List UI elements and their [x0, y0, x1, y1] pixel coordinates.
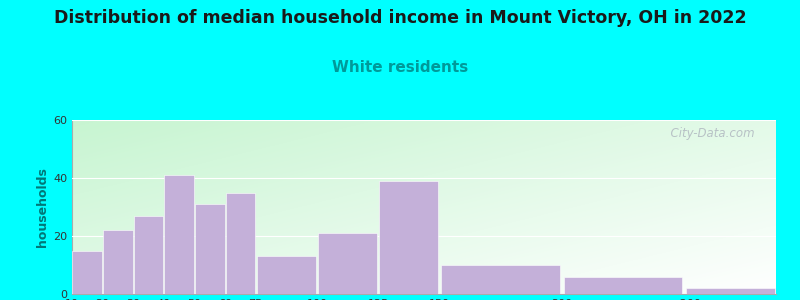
Y-axis label: households: households [36, 167, 49, 247]
Bar [134, 216, 163, 294]
Bar [164, 175, 194, 294]
Bar [318, 233, 377, 294]
Bar [73, 250, 102, 294]
Text: White residents: White residents [332, 60, 468, 75]
Bar [563, 277, 682, 294]
Bar [195, 204, 225, 294]
Bar [103, 230, 133, 294]
Bar [379, 181, 438, 294]
Bar [441, 265, 560, 294]
Bar [686, 288, 774, 294]
Bar [226, 193, 255, 294]
Text: Distribution of median household income in Mount Victory, OH in 2022: Distribution of median household income … [54, 9, 746, 27]
Text: City-Data.com: City-Data.com [663, 127, 755, 140]
Bar [257, 256, 316, 294]
